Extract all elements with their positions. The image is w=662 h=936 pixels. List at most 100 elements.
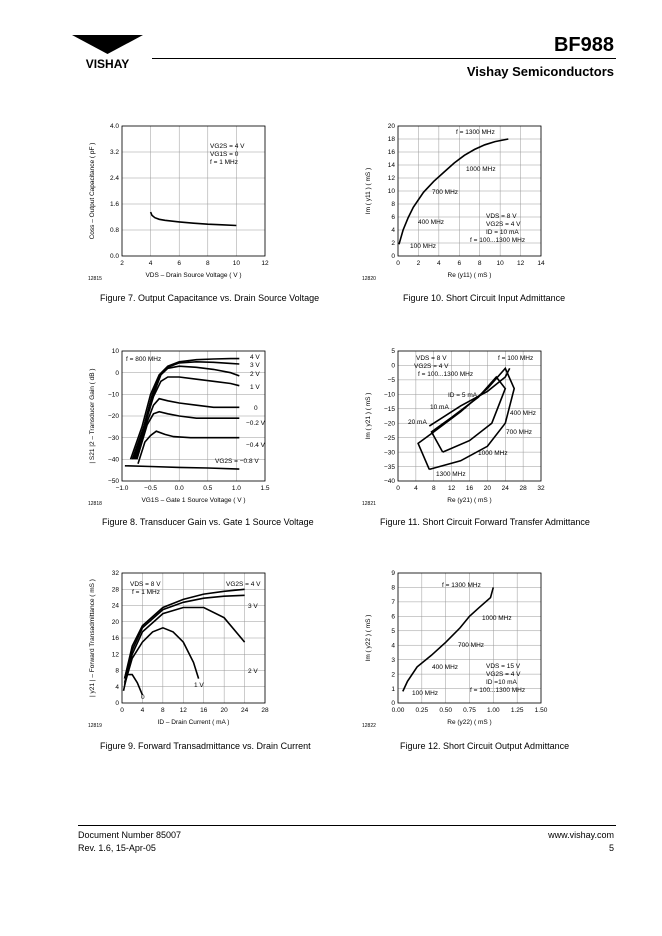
y-tick-label: 3.2 [110, 149, 119, 156]
annotation: VDS = 15 V [486, 663, 521, 670]
annotation: VG2S = −0.8 V [215, 458, 259, 465]
x-axis-title: VDS – Drain Source Voltage ( V ) [145, 272, 241, 279]
point-label: 1000 MHz [466, 166, 496, 173]
series-line-−0.8 V [124, 465, 240, 470]
point-label: 700 MHz [458, 642, 484, 649]
plot-frame [121, 125, 266, 257]
x-tick-label: 12 [180, 707, 188, 714]
annotation: f = 100...1300 MHz [470, 687, 525, 694]
point-label: f = 1300 MHz [442, 582, 481, 589]
fig7-chart: 2 4 6 8 10 12 0.0 0.8 1.6 2.4 3.2 4.0 VDS – Drain So… [88, 123, 269, 282]
figure-9: 0 4 8 12 16 20 24 28 0 4 8 12 16 20 24 28 32 ID – Drain C… [78, 565, 368, 775]
y-tick-label: 4.0 [110, 123, 119, 130]
series-line-inner [430, 375, 507, 453]
x-tick-label: 2 [417, 260, 421, 267]
series-line-y22 [402, 587, 495, 692]
point-label: ID = 5 mA [448, 392, 478, 399]
x-tick-label: 4 [437, 260, 441, 267]
y-tick-label: −25 [384, 435, 395, 442]
series-line-4 V [123, 588, 245, 679]
point-label: 1000 MHz [482, 615, 512, 622]
plot-frame [397, 572, 542, 704]
x-tick-label: 0 [120, 707, 124, 714]
fig10-caption: Figure 10. Short Circuit Input Admittanc… [403, 293, 566, 303]
figure-code: 12821 [362, 501, 376, 507]
fig12-caption: Figure 12. Short Circuit Output Admittan… [400, 741, 570, 751]
curve-label: −0.4 V [246, 442, 266, 449]
curve-label: 3 V [248, 603, 258, 610]
fig11-chart: 0 4 8 12 16 20 24 28 32 −40 −35 −30 −25 −20 −15 −10 −5 0 5… [362, 348, 545, 507]
website: www.vishay.com [548, 830, 614, 840]
fig8-chart: −1.0 −0.5 0.0 0.5 1.0 1.5 −50 −40 −30 −20 −10 0 10 VG… [88, 348, 270, 507]
point-label: 400 MHz [510, 410, 536, 417]
curve-label: 4 V [250, 354, 260, 361]
x-tick-label: 1.5 [260, 485, 269, 492]
y-tick-label: 14 [388, 162, 396, 169]
x-axis-title: Re (y21) ( mS ) [447, 497, 491, 504]
annotation: VG1S = 0 [210, 151, 239, 158]
point-label: 400 MHz [432, 664, 458, 671]
annotation: ID =10 mA [486, 679, 518, 686]
x-tick-label: 8 [432, 485, 436, 492]
x-tick-label: 0.25 [416, 707, 429, 714]
x-tick-label: 8 [206, 260, 210, 267]
figure-code: 12822 [362, 723, 376, 729]
figure-10: 0 2 4 6 8 10 12 14 0 2 4 6 8 10 12 14 16 18 20 Re (y11) ( m… [352, 118, 642, 328]
y-tick-label: −20 [108, 413, 119, 420]
series-line-Coss [149, 211, 237, 227]
fig8-caption: Figure 8. Transducer Gain vs. Gate 1 Sou… [102, 517, 314, 527]
y-tick-label: 12 [112, 651, 120, 658]
x-tick-label: 4 [149, 260, 153, 267]
y-axis-title: Im ( y11 ) ( mS ) [365, 168, 372, 214]
vishay-logo: VISHAY [70, 32, 145, 72]
annotation: f = 100...1300 MHz [470, 237, 525, 244]
point-label: 100 MHz [412, 690, 438, 697]
figure-code: 12815 [88, 276, 102, 282]
y-tick-label: 20 [388, 123, 396, 130]
fig11-caption: Figure 11. Short Circuit Forward Transfe… [380, 517, 590, 527]
y-tick-label: 0 [115, 370, 119, 377]
y-tick-label: 2 [391, 671, 395, 678]
doc-number: Document Number 85007 [78, 830, 182, 840]
y-tick-label: −40 [108, 457, 119, 464]
fig10-chart: 0 2 4 6 8 10 12 14 0 2 4 6 8 10 12 14 16 18 20 Re (y11) ( m… [362, 123, 545, 282]
x-tick-label: 12 [261, 260, 269, 267]
x-tick-label: 0.75 [463, 707, 476, 714]
y-tick-label: 16 [388, 149, 396, 156]
x-tick-label: 1.25 [511, 707, 524, 714]
x-axis-title: VG1S – Gate 1 Source Voltage ( V ) [141, 497, 245, 504]
x-tick-label: 16 [200, 707, 208, 714]
annotation: f = 100 MHz [498, 355, 533, 362]
curve-label: 3 V [250, 362, 260, 369]
series-line-1 V [133, 376, 240, 460]
curve-label: 2 V [248, 668, 258, 675]
y-tick-label: 32 [112, 570, 120, 577]
point-label: 700 MHz [432, 189, 458, 196]
y-axis-title: | S21 |2 – Transducer Gain ( dB ) [89, 368, 96, 463]
curve-label: 2 V [250, 371, 260, 378]
fig9-chart: 0 4 8 12 16 20 24 28 0 4 8 12 16 20 24 28 32 ID – Drain C… [88, 570, 269, 729]
x-tick-label: 0.0 [175, 485, 184, 492]
figure-code: 12819 [88, 723, 102, 729]
plot-frame [397, 125, 542, 257]
figure-code: 12818 [88, 501, 102, 507]
annotation: VG2S = 4 V [226, 581, 261, 588]
y-axis-title: | y21 | – Forward Transadmittance ( mS ) [89, 579, 96, 697]
y-tick-label: −10 [108, 392, 119, 399]
point-label: f = 1300 MHz [456, 129, 495, 136]
annotation: f = 800 MHz [126, 356, 161, 363]
y-tick-label: 8 [391, 201, 395, 208]
x-tick-label: 2 [120, 260, 124, 267]
company-name: Vishay Semiconductors [466, 64, 614, 79]
series-line-y11 [398, 138, 509, 245]
logo-triangle [72, 35, 143, 54]
fig7-caption: Figure 7. Output Capacitance vs. Drain S… [100, 293, 320, 303]
y-tick-label: −30 [384, 449, 395, 456]
y-tick-label: 10 [112, 348, 120, 355]
series-line-5 mA [428, 367, 511, 427]
x-tick-label: 8 [478, 260, 482, 267]
annotation: VDS = 8 V [486, 213, 517, 220]
x-axis-title: Re (y11) ( mS ) [448, 272, 492, 279]
y-tick-label: 1 [391, 686, 395, 693]
footer-rule [78, 825, 616, 826]
